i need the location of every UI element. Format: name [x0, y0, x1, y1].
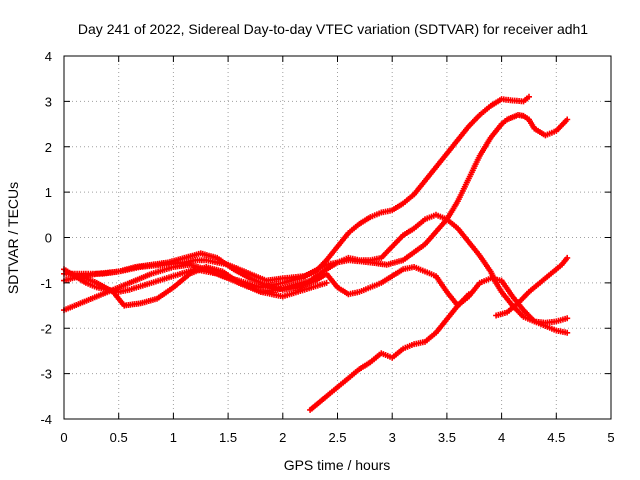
y-axis-label: SDTVAR / TECUs — [5, 182, 21, 294]
series-pass-7 — [493, 254, 571, 319]
y-tick-label: -4 — [40, 412, 52, 427]
x-tick-label: 2.5 — [328, 430, 346, 445]
y-tick-label: 2 — [45, 140, 52, 155]
y-tick-label: -2 — [40, 321, 52, 336]
data-point — [323, 279, 330, 286]
y-tick-label: 1 — [45, 185, 52, 200]
chart-title: Day 241 of 2022, Sidereal Day-to-day VTE… — [78, 21, 588, 37]
x-tick-label: 3 — [389, 430, 396, 445]
y-tick-label: 3 — [45, 94, 52, 109]
data-point — [564, 315, 571, 322]
x-tick-label: 4.5 — [547, 430, 565, 445]
data-point — [564, 329, 571, 336]
series-pass-1 — [61, 112, 571, 284]
series-pass-2 — [61, 93, 532, 314]
x-tick-label: 0.5 — [110, 430, 128, 445]
x-tick-label: 0 — [60, 430, 67, 445]
y-tick-label: 4 — [45, 49, 52, 64]
data-point — [465, 291, 472, 298]
x-axis-label: GPS time / hours — [284, 457, 391, 473]
series-pass-6 — [307, 291, 472, 413]
x-axis: 0 0.5 1 1.5 2 2.5 3 3.5 4 4.5 5 — [60, 56, 615, 445]
x-tick-label: 1 — [170, 430, 177, 445]
x-tick-label: 4 — [498, 430, 505, 445]
series-group — [61, 93, 571, 413]
y-tick-label: -3 — [40, 367, 52, 382]
series-pass-3 — [61, 211, 571, 326]
y-tick-label: 0 — [45, 231, 52, 246]
y-tick-label: -1 — [40, 276, 52, 291]
series-pass-5 — [71, 266, 330, 300]
y-axis: -4 -3 -2 -1 0 1 2 3 4 — [40, 49, 611, 427]
x-tick-label: 3.5 — [438, 430, 456, 445]
x-tick-label: 5 — [607, 430, 614, 445]
data-point — [564, 116, 571, 123]
x-tick-label: 2 — [279, 430, 286, 445]
x-tick-label: 1.5 — [219, 430, 237, 445]
grid — [64, 56, 611, 419]
series-pass-4 — [61, 250, 571, 336]
data-point — [564, 254, 571, 261]
data-point — [526, 93, 532, 100]
